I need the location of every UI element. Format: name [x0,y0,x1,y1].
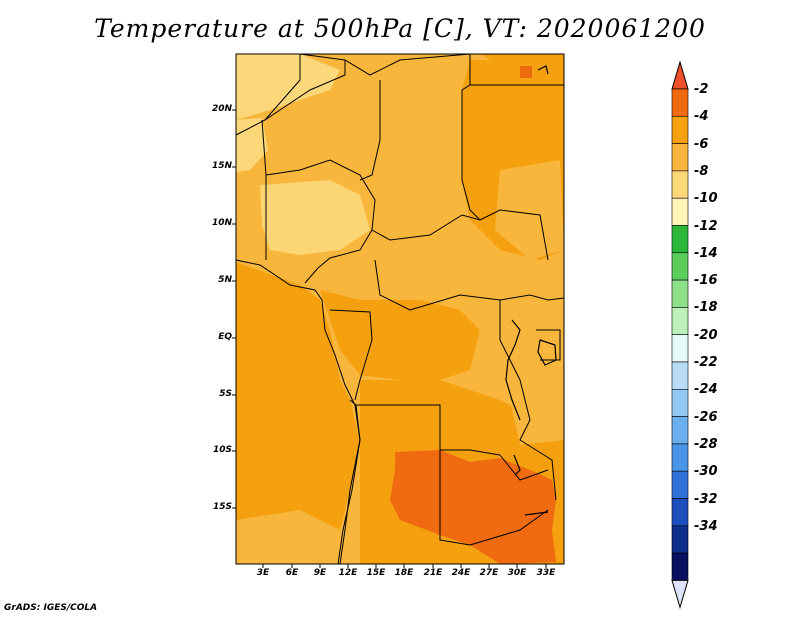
lat-label-5s: 5S [219,389,232,399]
lon-label-15e: 15E [366,568,386,578]
colorbar-segment [671,225,689,254]
hot-spot-north [520,66,532,78]
colorbar-segment [671,88,689,117]
cb-label-m24: -24 [694,382,718,397]
cb-label-m6: -6 [694,137,709,152]
lon-label-21e: 21E [423,568,443,578]
colorbar-segment [671,443,689,472]
mid-region-southwest [236,510,340,564]
lat-label-15n: 15N [211,161,232,171]
cool-region-west [236,118,268,172]
colorbar-top-triangle [671,60,689,90]
colorbar-segment [671,361,689,390]
colorbar-bottom-triangle [671,579,689,610]
lakes [505,65,557,516]
colorbar-segment [671,279,689,308]
colorbar-segment [671,143,689,172]
hot-region-south [390,450,556,564]
chart-title: Temperature at 500hPa [C], VT: 202006120… [94,14,706,43]
lat-label-10n: 10N [211,218,232,228]
lat-label-15s: 15S [212,502,232,512]
cb-label-m32: -32 [694,492,718,507]
cb-label-m30: -30 [694,464,718,479]
colorbar-segment [671,525,689,554]
cb-label-m34: -34 [694,519,718,534]
colorbar-segment [671,552,689,581]
colorbar-segment [671,498,689,527]
cb-label-m8: -8 [694,164,709,179]
lat-label-10s: 10S [212,445,232,455]
cb-label-m4: -4 [694,109,709,124]
colorbar-segment [671,470,689,499]
cool-region-northwest [236,54,340,120]
cb-label-m14: -14 [694,246,718,261]
warm-region-gulf [236,262,360,564]
lat-label-eq: EQ [218,332,232,342]
lon-label-27e: 27E [479,568,499,578]
map-frame [235,53,565,565]
mid-region-east [495,160,564,260]
coastline [235,259,361,565]
lon-ticks [262,564,547,568]
colorbar-segment [671,416,689,445]
lat-label-20n: 20N [211,104,232,114]
lon-label-9e: 9E [313,568,327,578]
colorbar-segment [671,116,689,144]
colorbar-segment [671,388,689,417]
cool-region-nigeria [260,180,370,255]
lat-label-5n: 5N [218,275,232,285]
warm-region-central [320,290,480,380]
lon-label-18e: 18E [394,568,414,578]
colorbar-segment [671,170,689,199]
colorbar-segment [671,334,689,363]
cb-label-m26: -26 [694,410,718,425]
cb-label-m22: -22 [694,355,718,370]
cb-label-m18: -18 [694,300,718,315]
lon-label-33e: 33E [536,568,556,578]
cb-label-m10: -10 [694,191,718,206]
footer-credit: GrADS: IGES/COLA [4,603,98,613]
colorbar-segment [671,307,689,335]
lon-label-6e: 6E [285,568,299,578]
lon-label-30e: 30E [507,568,527,578]
country-borders [235,53,565,565]
colorbar [671,60,689,610]
colorbar-segment [671,252,689,281]
cb-label-m20: -20 [694,328,718,343]
cb-label-m28: -28 [694,437,718,452]
lat-ticks [232,109,236,509]
lon-label-12e: 12E [338,568,358,578]
cb-label-m12: -12 [694,219,718,234]
colorbar-segment [671,197,689,226]
lon-label-24e: 24E [451,568,471,578]
cb-label-m16: -16 [694,273,718,288]
cb-label-m2: -2 [694,82,709,97]
lon-label-3e: 3E [256,568,270,578]
